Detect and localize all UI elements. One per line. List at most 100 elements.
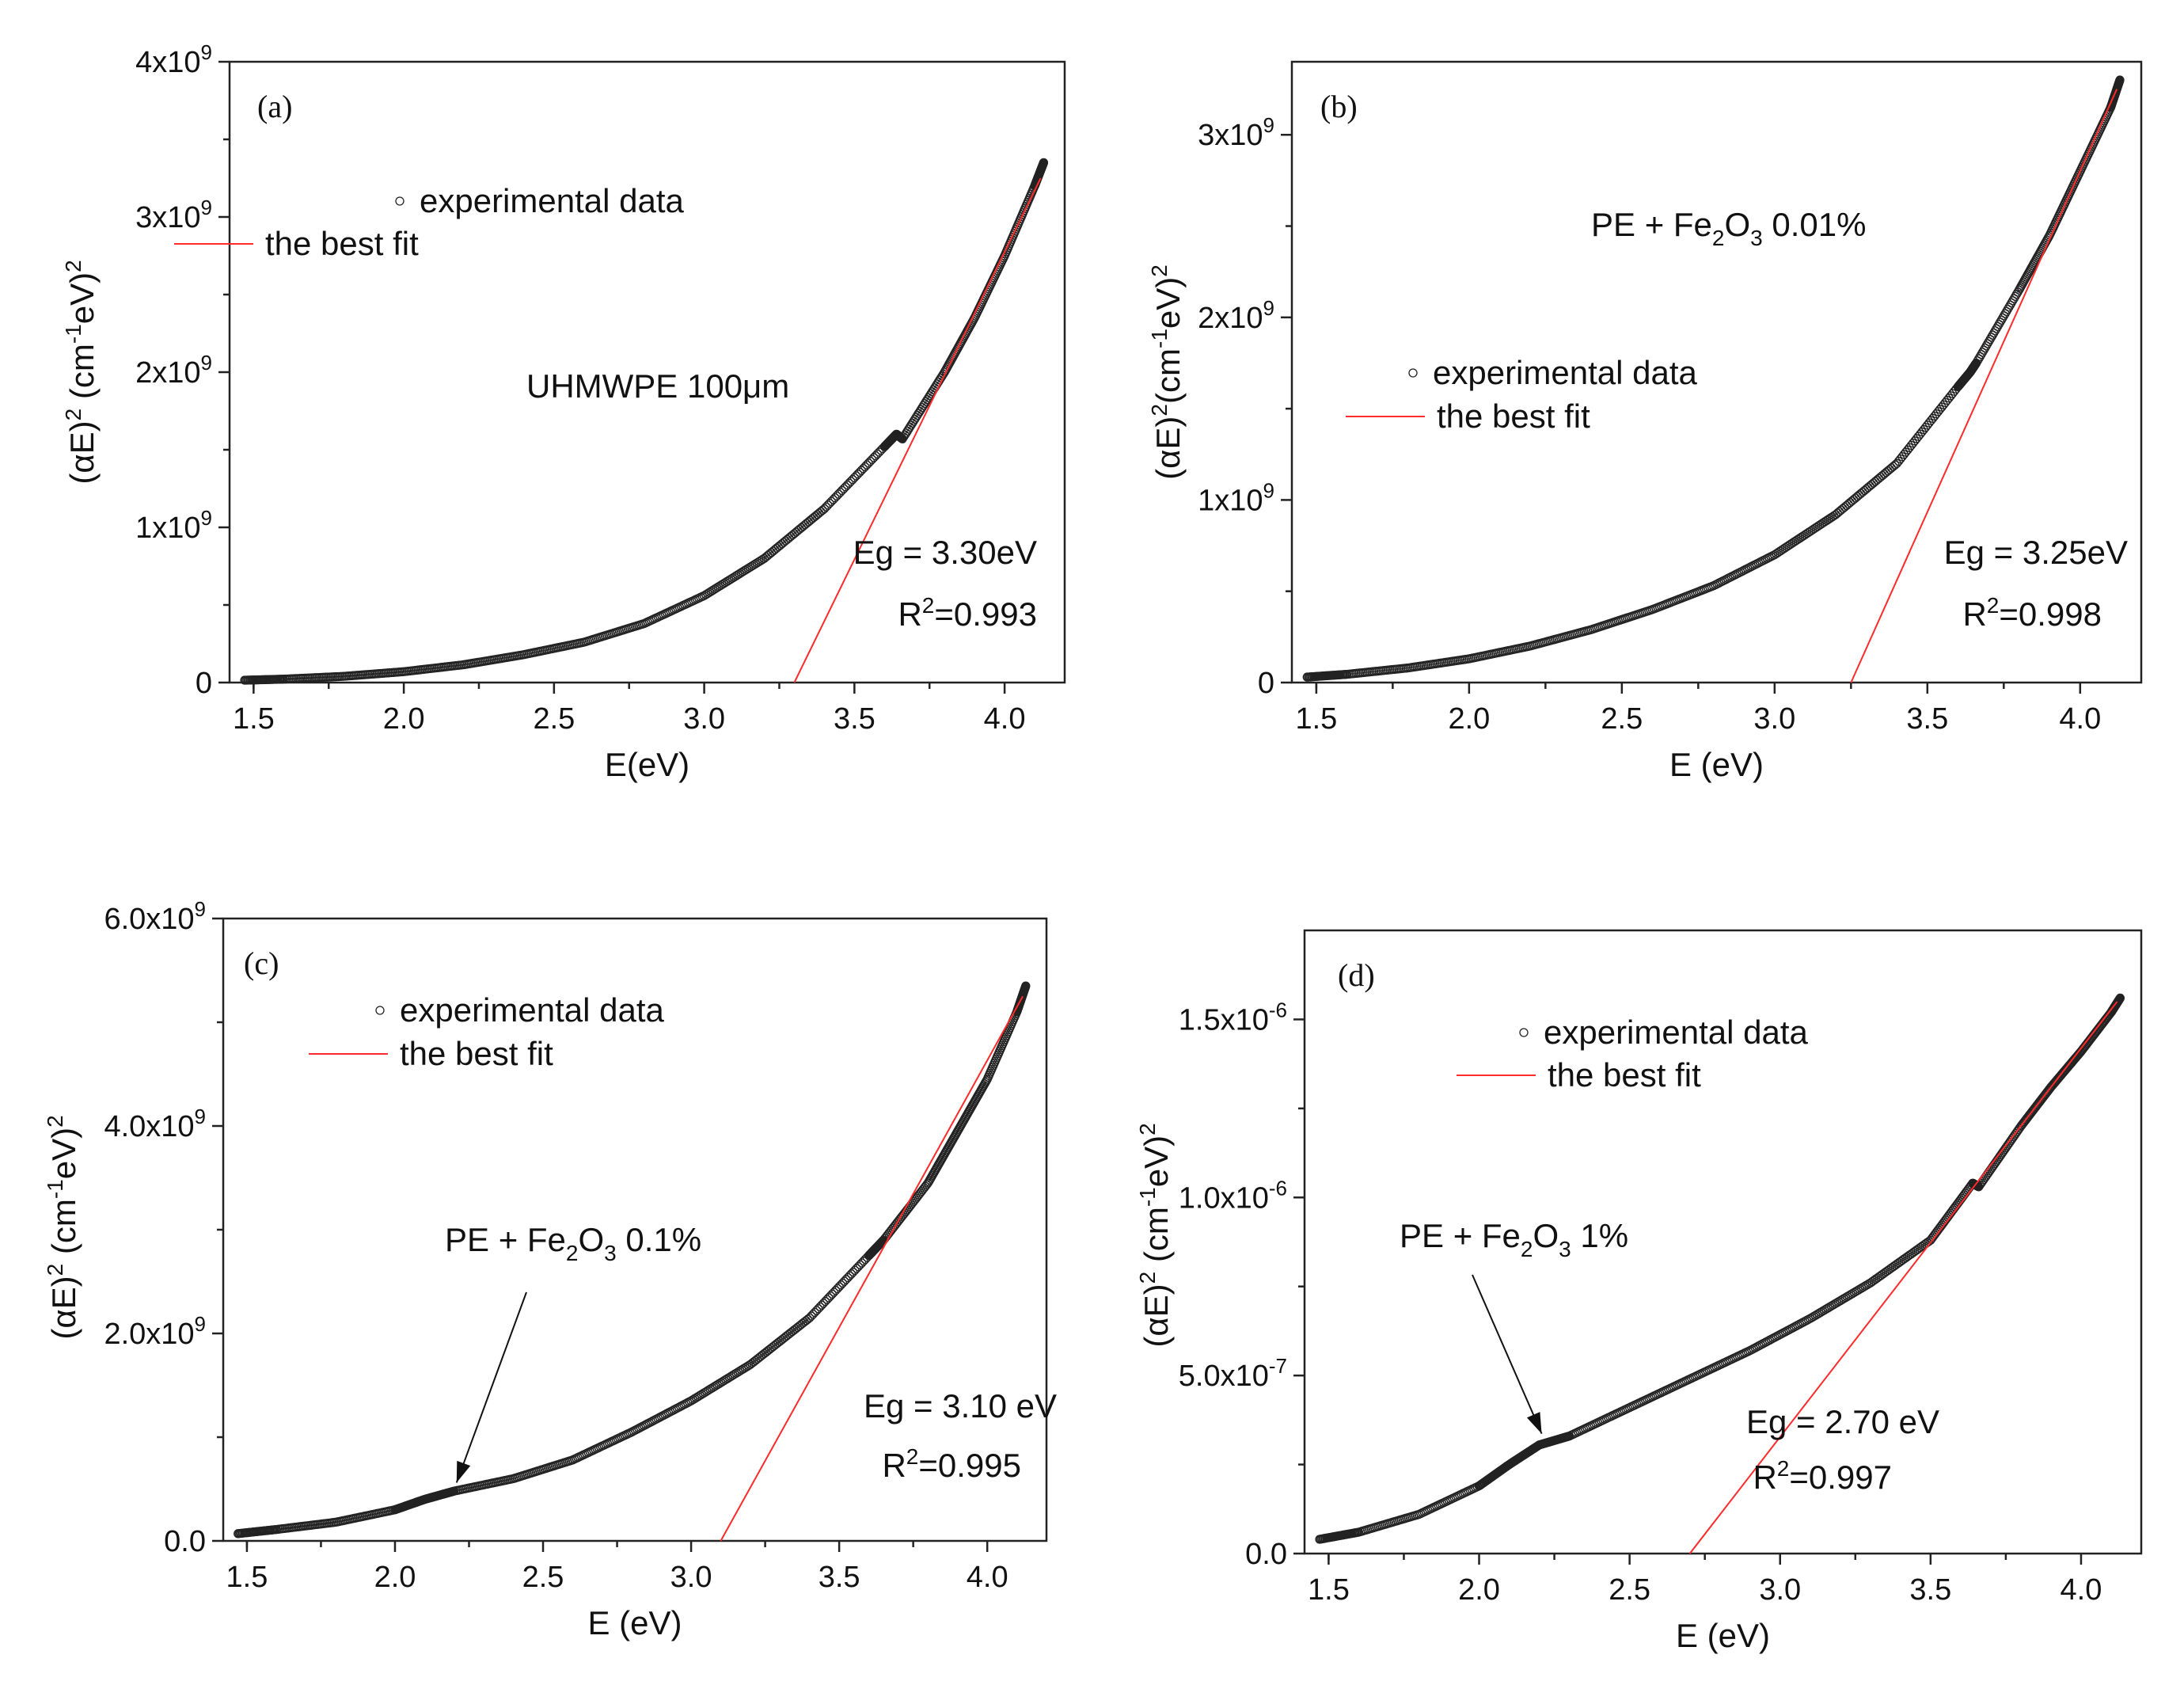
x-tick-label: 4.0	[2061, 1573, 2102, 1607]
y-tick-label: 6.0x109	[104, 897, 206, 936]
y-tick-label: 0	[1258, 667, 1274, 700]
x-tick-label: 2.0	[1448, 702, 1490, 736]
y-axis-title: (αE)2 (cm-1eV)2	[1135, 1123, 1175, 1347]
x-tick-label: 1.5	[1308, 1573, 1350, 1607]
x-tick-label: 3.0	[683, 702, 725, 736]
panel-d: 1.5 2.0 2.5 3.0 3.5 4.0 0.0 5.0x10-7 1.0x10-6 1.5…	[1135, 929, 2143, 1654]
y-tick-label: 5.0x10-7	[1179, 1354, 1287, 1393]
arrow-head-icon	[1526, 1412, 1542, 1434]
legend-fit-label: the best fit	[265, 225, 419, 262]
legend: experimental data the best fit	[1346, 354, 1698, 435]
x-axis-title: E(eV)	[605, 746, 689, 783]
best-fit-line	[720, 995, 1024, 1542]
eg-label: Eg = 2.70 eV	[1746, 1403, 1939, 1440]
legend-fit-label: the best fit	[1548, 1056, 1701, 1094]
experimental-data-series	[1302, 75, 2125, 682]
x-tick-label: 3.0	[670, 1561, 712, 1594]
y-tick-label: 4.0x109	[104, 1105, 206, 1143]
x-tick-label: 2.5	[533, 702, 575, 736]
x-tick-label: 4.0	[967, 1561, 1008, 1594]
y-axis-title: (αE)2(cm-1eV)2	[1147, 264, 1187, 480]
x-tick-label: 3.5	[819, 1561, 860, 1594]
y-tick-label: 0	[196, 667, 212, 700]
data-point	[1021, 981, 1031, 991]
legend-marker-icon	[1519, 1028, 1529, 1037]
x-tick-label: 2.0	[1458, 1573, 1500, 1607]
best-fit-line	[1688, 1001, 2118, 1554]
y-axis-title: (αE)2 (cm-1eV)2	[43, 1115, 82, 1339]
legend-marker-icon	[375, 1006, 385, 1015]
experimental-data-series	[1315, 993, 2125, 1544]
x-tick-label: 1.5	[226, 1561, 268, 1594]
y-tick-label: 1x109	[135, 506, 212, 545]
y-tick-label: 2.0x109	[104, 1312, 206, 1351]
r2-label: R2=0.997	[1753, 1456, 1892, 1496]
x-tick-label: 2.5	[1609, 1573, 1650, 1607]
arrow-head-icon	[456, 1460, 471, 1483]
y-tick-label: 2x109	[1198, 296, 1274, 335]
panel-label: (c)	[244, 945, 279, 981]
x-tick-label: 1.5	[233, 702, 275, 736]
r2-label: R2=0.995	[882, 1444, 1021, 1484]
eg-label: Eg = 3.10 eV	[864, 1387, 1057, 1424]
r2-label: R2=0.998	[1962, 593, 2102, 633]
legend-fit-label: the best fit	[400, 1035, 553, 1072]
panel-a: 1.5 2.0 2.5 3.0 3.5 4.0 0 1x109 2x109 3x109 4x109 (…	[61, 40, 1066, 783]
x-tick-label: 3.5	[1909, 1573, 1951, 1607]
sample-label: PE + Fe2O3 0.1%	[445, 1221, 701, 1265]
y-tick-label: 3x109	[135, 196, 212, 234]
experimental-data-series	[240, 158, 1049, 685]
sample-label: PE + Fe2O3 1%	[1400, 1217, 1628, 1261]
eg-label: Eg = 3.25eV	[1944, 534, 2128, 571]
sample-label: UHMWPE 100μm	[526, 367, 789, 405]
best-fit-line	[1850, 89, 2118, 683]
y-tick-label: 1x109	[1198, 478, 1274, 517]
panel-c: 1.5 2.0 2.5 3.0 3.5 4.0 0.0 2.0x109 4.0x109 6.0x1…	[43, 897, 1057, 1641]
panel-label: (b)	[1320, 89, 1358, 124]
plot-frame	[1303, 929, 2143, 1555]
legend-data-label: experimental data	[1433, 354, 1698, 391]
x-tick-label: 3.5	[1906, 702, 1948, 736]
x-axis-title: E (eV)	[1676, 1617, 1770, 1654]
eg-label: Eg = 3.30eV	[853, 534, 1037, 571]
data-point	[2115, 75, 2125, 85]
x-tick-label: 4.0	[984, 702, 1026, 736]
x-axis-title: E (eV)	[587, 1604, 682, 1641]
panel-b: 1.5 2.0 2.5 3.0 3.5 4.0 0 1x109 2x109 3x109 (b) E (…	[1147, 60, 2143, 783]
x-tick-label: 2.5	[1601, 702, 1643, 736]
experimental-data-series	[234, 981, 1031, 1539]
panel-label: (a)	[257, 89, 292, 124]
legend-data-label: experimental data	[1544, 1014, 1809, 1051]
x-tick-label: 2.0	[374, 1561, 416, 1594]
legend: experimental data the best fit	[1457, 1014, 1809, 1094]
y-tick-label: 4x109	[135, 40, 212, 79]
x-tick-label: 3.0	[1759, 1573, 1801, 1607]
sample-label: PE + Fe2O3 0.01%	[1591, 206, 1867, 250]
r2-label: R2=0.993	[898, 593, 1037, 633]
y-tick-label: 0.0	[1245, 1538, 1287, 1571]
data-point	[2115, 993, 2125, 1003]
legend-marker-icon	[1408, 368, 1418, 378]
x-tick-label: 1.5	[1295, 702, 1337, 736]
y-tick-label: 0.0	[164, 1525, 206, 1558]
x-tick-label: 4.0	[2059, 702, 2101, 736]
legend-data-label: experimental data	[420, 182, 685, 219]
best-fit-line	[793, 177, 1042, 683]
panel-label: (d)	[1338, 957, 1375, 993]
x-tick-label: 2.0	[383, 702, 425, 736]
y-tick-label: 1.0x10-6	[1179, 1176, 1287, 1215]
arrow-line	[1472, 1274, 1543, 1434]
y-tick-label: 3x109	[1198, 113, 1274, 152]
y-tick-label: 1.5x10-6	[1179, 998, 1287, 1036]
legend-fit-label: the best fit	[1437, 397, 1590, 435]
x-tick-label: 2.5	[522, 1561, 564, 1594]
x-tick-label: 3.0	[1753, 702, 1795, 736]
x-axis-title: E (eV)	[1669, 746, 1764, 783]
x-tick-label: 3.5	[834, 702, 875, 736]
y-axis-title: (αE)2 (cm-1eV)2	[61, 260, 101, 484]
y-tick-label: 2x109	[135, 351, 212, 390]
data-point	[1039, 158, 1049, 168]
arrow-line	[455, 1291, 527, 1483]
